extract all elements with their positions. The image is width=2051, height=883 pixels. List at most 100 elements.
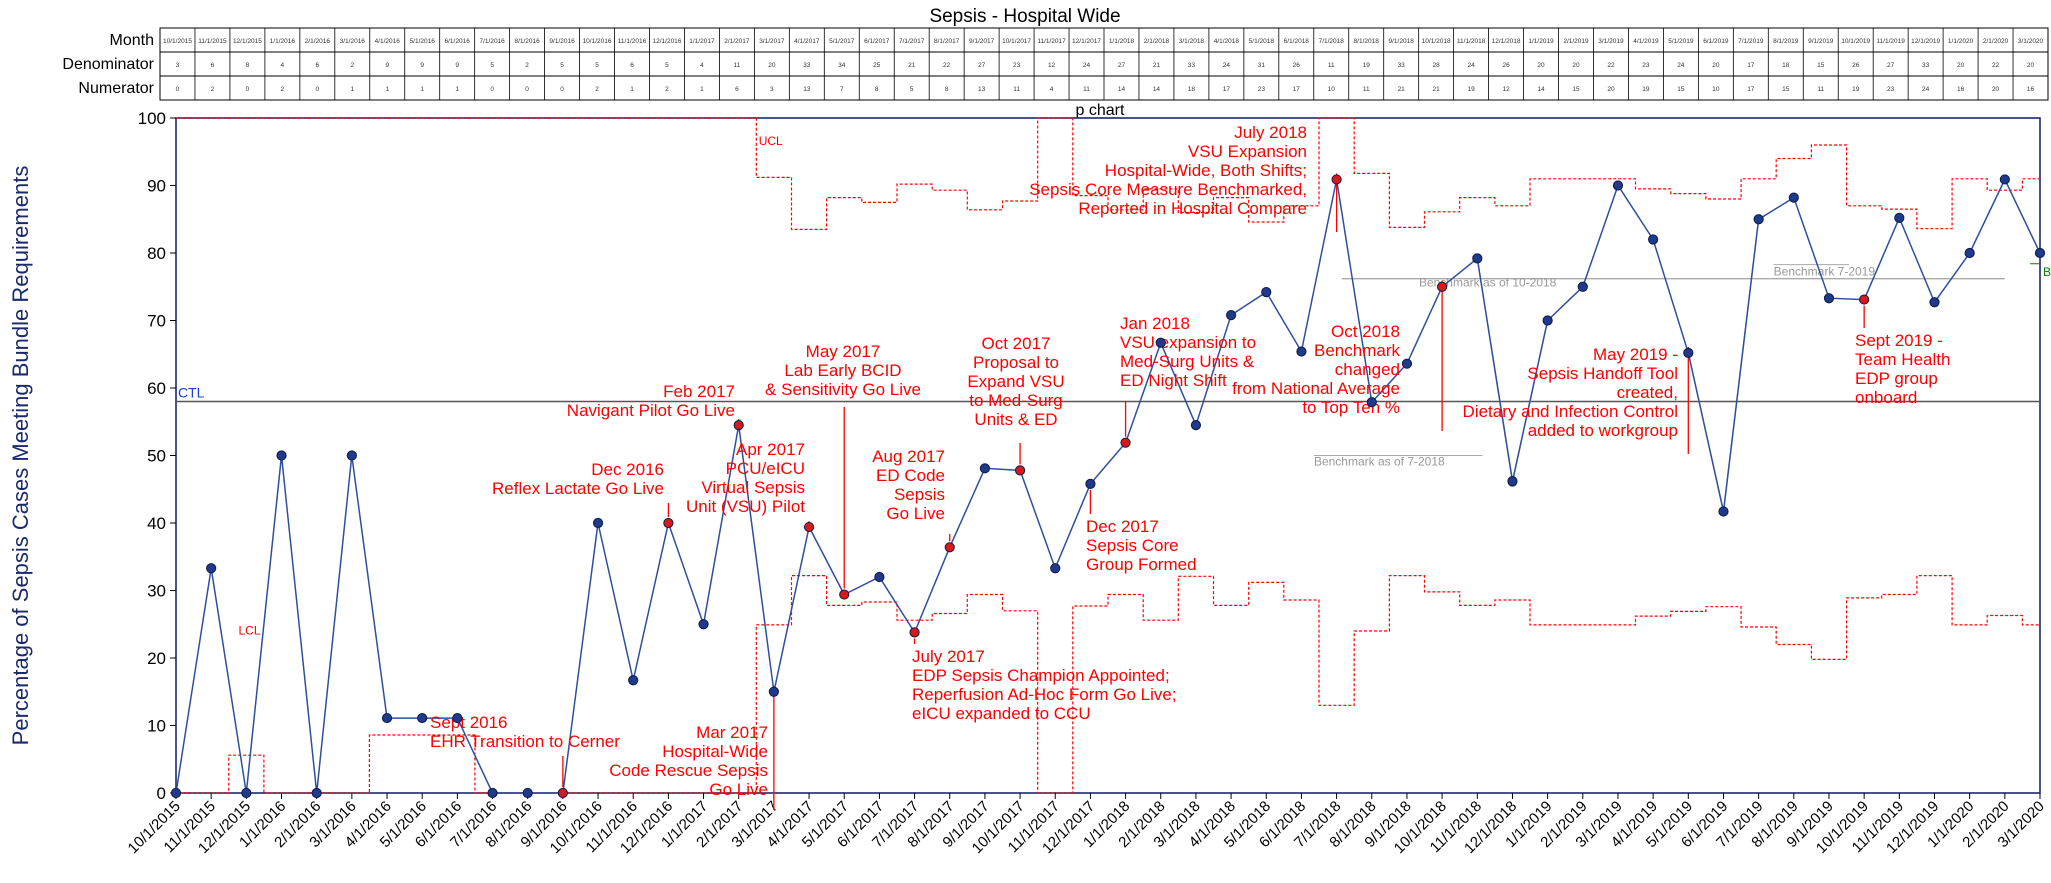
- table-cell-month: 8/1/2018: [1354, 38, 1380, 45]
- annotation-line: Feb 2017: [663, 382, 735, 401]
- annotation-line: EDP Sepsis Champion Appointed;: [912, 666, 1170, 685]
- y-tick-label: 0: [157, 784, 166, 803]
- annotation-text: Jan 2018 VSU expansion to Med-Surg Units &…: [1120, 314, 1256, 390]
- table-cell-numerator: 7: [840, 86, 844, 93]
- annotation-text: Oct 2017 Proposal to Expand VSU to Med-Surg…: [967, 334, 1064, 429]
- annotation-line: changed: [1335, 360, 1400, 379]
- y-tick-label: 50: [147, 447, 166, 466]
- data-point: [803, 521, 815, 533]
- data-point: [1929, 297, 1940, 308]
- table-cell-numerator: 6: [735, 86, 739, 93]
- table-cell-denominator: 31: [1258, 62, 1266, 69]
- annotation-line: Unit (VSU) Pilot: [686, 497, 805, 516]
- table-cell-month: 6/1/2016: [445, 38, 471, 45]
- annotation-line: Dec 2017: [1086, 517, 1159, 536]
- annotation-line: EHR Transition to Cerner: [430, 732, 620, 751]
- table-cell-numerator: 10: [1328, 86, 1336, 93]
- table-cell-month: 9/1/2018: [1389, 38, 1415, 45]
- table-cell-numerator: 11: [1083, 86, 1090, 93]
- table-cell-month: 12/1/2018: [1492, 38, 1521, 45]
- table-cell-month: 1/1/2018: [1109, 38, 1135, 45]
- table-cell-numerator: 2: [211, 86, 215, 93]
- table-cell-denominator: 5: [595, 62, 599, 69]
- table-cell-month: 10/1/2015: [163, 38, 192, 45]
- table-cell-denominator: 20: [1957, 62, 1965, 69]
- annotation-line: Sepsis Core: [1086, 536, 1179, 555]
- table-cell-month: 11/1/2019: [1876, 38, 1905, 45]
- table-cell-numerator: 2: [281, 86, 285, 93]
- annotation-line: Proposal to: [973, 353, 1059, 372]
- data-point: [698, 619, 709, 630]
- data-point: [592, 517, 604, 529]
- y-tick-label: 20: [147, 649, 166, 668]
- data-point: [1753, 214, 1764, 225]
- data-point: [1894, 212, 1905, 223]
- data-point: [241, 787, 252, 799]
- chart-title: Sepsis - Hospital Wide: [929, 6, 1120, 27]
- data-point: [628, 675, 639, 686]
- y-axis-label: Percentage of Sepsis Cases Meeting Bundl…: [8, 166, 33, 746]
- y-tick-label: 80: [147, 244, 166, 263]
- data-point: [1366, 397, 1377, 408]
- data-point: [944, 542, 955, 553]
- table-row-label-numerator: Numerator: [78, 80, 154, 97]
- table-cell-denominator: 33: [1188, 62, 1196, 69]
- table-cell-numerator: 16: [2027, 86, 2035, 93]
- annotation-line: created,: [1617, 383, 1678, 402]
- table-cell-denominator: 25: [873, 62, 881, 69]
- table-cell-denominator: 24: [1223, 62, 1231, 69]
- table-cell-denominator: 2: [350, 62, 354, 69]
- annotation-line: to Med-Surg: [969, 391, 1063, 410]
- annotation-line: July 2018: [1234, 123, 1307, 142]
- table-cell-denominator: 6: [630, 62, 634, 69]
- table-cell-numerator: 23: [1887, 86, 1895, 93]
- table-cell-numerator: 11: [1363, 86, 1370, 93]
- table-cell-numerator: 1: [455, 86, 459, 93]
- table-cell-month: 11/1/2017: [1037, 38, 1066, 45]
- table-cell-denominator: 20: [2027, 62, 2035, 69]
- table-cell-numerator: 13: [978, 86, 986, 93]
- table-cell-numerator: 3: [770, 86, 774, 93]
- table-cell-denominator: 33: [803, 62, 811, 69]
- y-tick-label: 40: [147, 514, 166, 533]
- table-cell-month: 6/1/2019: [1703, 38, 1729, 45]
- annotation-text: Aug 2017 ED Code Sepsis Go Live: [872, 447, 945, 523]
- table-cell-numerator: 0: [560, 86, 564, 93]
- table-cell-numerator: 14: [1153, 86, 1161, 93]
- table-cell-denominator: 6: [316, 62, 320, 69]
- table-cell-denominator: 17: [1747, 62, 1755, 69]
- annotation-line: PCU/eICU: [726, 459, 805, 478]
- annotation-line: Group Formed: [1086, 555, 1197, 574]
- table-cell-numerator: 0: [490, 86, 494, 93]
- chart-subtitle: p chart: [1076, 102, 1125, 119]
- annotation-line: Sept 2019 -: [1855, 331, 1943, 350]
- table-cell-month: 11/1/2018: [1457, 38, 1486, 45]
- data-point: [1718, 506, 1729, 517]
- table-cell-numerator: 13: [803, 86, 811, 93]
- table-cell-denominator: 6: [211, 62, 215, 69]
- data-point: [1612, 180, 1624, 191]
- table-cell-numerator: 10: [1712, 86, 1720, 93]
- table-cell-numerator: 8: [945, 86, 949, 93]
- annotation-line: Reported in Hospital Compare: [1078, 199, 1307, 218]
- table-cell-month: 10/1/2016: [583, 38, 612, 45]
- table-cell-denominator: 21: [1153, 62, 1161, 69]
- table-cell-month: 7/1/2018: [1319, 38, 1345, 45]
- table-cell-numerator: 18: [1188, 86, 1196, 93]
- data-point: [1190, 420, 1202, 431]
- table-cell-denominator: 11: [734, 62, 741, 69]
- y-tick-label: 90: [147, 177, 166, 196]
- data-point: [1014, 465, 1026, 476]
- annotation-line: eICU expanded to CCU: [912, 704, 1091, 723]
- data-point: [839, 589, 850, 600]
- table-cell-numerator: 2: [595, 86, 599, 93]
- table-cell-numerator: 1: [420, 86, 424, 93]
- annotation-line: Hospital-Wide, Both Shifts;: [1105, 161, 1307, 180]
- data-point: [206, 563, 217, 574]
- table-cell-denominator: 8: [246, 62, 250, 69]
- annotation-line: Sepsis: [894, 485, 945, 504]
- table-cell-denominator: 24: [1083, 62, 1091, 69]
- table-cell-month: 12/1/2016: [653, 38, 682, 45]
- data-point: [346, 450, 357, 461]
